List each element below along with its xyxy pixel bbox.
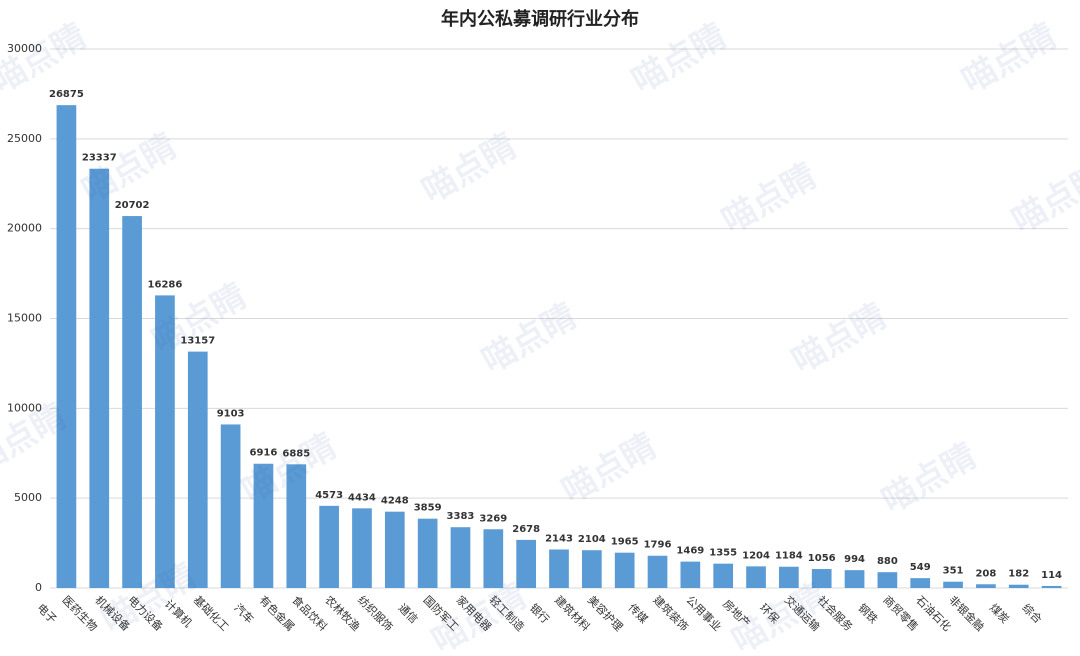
- x-tick-label: 电子: [34, 601, 59, 626]
- value-label: 9103: [217, 408, 245, 419]
- value-label: 2678: [512, 524, 540, 535]
- bar: [483, 529, 504, 588]
- y-tick-label: 10000: [7, 401, 42, 414]
- value-label: 20702: [115, 200, 150, 211]
- value-label: 4573: [315, 490, 343, 501]
- x-tick-label: 煤炭: [987, 601, 1012, 626]
- value-label: 1796: [644, 540, 672, 551]
- x-tick-label: 商贸零售: [880, 593, 921, 634]
- value-label: 351: [943, 566, 964, 577]
- x-tick-label: 食品饮料: [289, 593, 330, 634]
- y-tick-label: 25000: [7, 132, 42, 145]
- x-tick-label: 传媒: [625, 601, 650, 626]
- value-label: 114: [1041, 570, 1062, 581]
- watermark: 喵点睛: [475, 296, 583, 382]
- bar: [220, 424, 241, 588]
- y-tick-label: 15000: [7, 312, 42, 325]
- x-tick-label: 公用事业: [683, 593, 723, 633]
- watermark: 喵点睛: [875, 436, 983, 522]
- bar: [1008, 584, 1029, 588]
- bar: [910, 578, 931, 588]
- bar: [549, 549, 569, 588]
- x-tick-label: 农林牧渔: [322, 593, 363, 634]
- y-tick-label: 20000: [7, 222, 42, 235]
- x-tick-label: 建筑材料: [552, 593, 593, 634]
- bar: [122, 216, 142, 588]
- x-tick-label: 综合: [1020, 601, 1045, 626]
- y-tick-label: 0: [35, 581, 42, 594]
- bar: [647, 555, 668, 588]
- value-label: 2143: [545, 533, 573, 544]
- bar: [746, 566, 766, 588]
- value-label: 26875: [49, 89, 84, 100]
- watermark: 喵点睛: [625, 16, 733, 102]
- value-label: 1355: [709, 548, 737, 559]
- value-label: 2104: [578, 534, 606, 545]
- x-tick-label: 石油石化: [913, 593, 954, 634]
- x-tick-label: 通信: [396, 601, 421, 626]
- value-label: 1184: [775, 551, 803, 562]
- bar: [352, 508, 372, 588]
- x-tick-label: 汽车: [231, 601, 256, 626]
- y-tick-label: 30000: [7, 42, 42, 55]
- bar: [844, 570, 865, 588]
- value-label: 3383: [447, 511, 475, 522]
- bar: [614, 552, 635, 588]
- watermark: 喵点睛: [785, 296, 893, 382]
- bar: [811, 569, 832, 588]
- value-label: 549: [910, 562, 931, 573]
- bar: [417, 518, 438, 588]
- value-label: 6885: [282, 448, 310, 459]
- value-label: 1469: [676, 546, 704, 557]
- value-label: 23337: [82, 153, 117, 164]
- value-label: 3269: [479, 513, 507, 524]
- bar: [187, 351, 208, 588]
- x-tick-label: 医药生物: [59, 593, 100, 634]
- value-label: 208: [975, 568, 996, 579]
- chart-title: 年内公私募调研行业分布: [441, 8, 639, 30]
- value-label: 1056: [808, 553, 836, 564]
- value-label: 994: [844, 554, 865, 565]
- x-tick-label: 钢铁: [855, 601, 880, 626]
- x-tick-label: 非银金融: [946, 593, 987, 634]
- value-label: 1204: [742, 550, 770, 561]
- x-tick-label: 银行: [527, 601, 552, 626]
- watermark: 喵点睛: [555, 426, 663, 512]
- x-tick-label: 美容护理: [585, 593, 626, 634]
- bar: [286, 464, 307, 588]
- bar: [89, 168, 110, 588]
- value-label: 3859: [414, 503, 442, 514]
- x-tick-label: 建筑装饰: [651, 593, 692, 634]
- bar: [680, 561, 701, 588]
- bar: [319, 505, 339, 588]
- x-tick-label: 基础化工: [191, 593, 232, 634]
- bar: [779, 566, 799, 588]
- value-label: 16286: [148, 279, 183, 290]
- bar: [976, 584, 996, 588]
- value-label: 182: [1008, 569, 1029, 580]
- watermark: 喵点睛: [955, 16, 1063, 102]
- bar: [581, 550, 602, 588]
- x-tick-label: 纺织服饰: [355, 593, 396, 634]
- value-label: 4248: [381, 496, 409, 507]
- value-label: 6916: [250, 448, 278, 459]
- bar: [56, 105, 77, 588]
- bar: [155, 295, 175, 588]
- bar: [713, 563, 734, 588]
- watermark: 喵点睛: [95, 556, 203, 642]
- y-tick-label: 5000: [14, 491, 42, 504]
- bar: [943, 581, 963, 588]
- value-label: 880: [877, 556, 898, 567]
- bar: [877, 572, 898, 588]
- bar: [253, 463, 274, 588]
- bar: [1041, 585, 1062, 588]
- bar: [450, 527, 471, 588]
- value-label: 13157: [180, 336, 215, 347]
- x-tick-label: 有色金属: [256, 593, 297, 634]
- bar: [516, 539, 537, 588]
- bar: [384, 511, 405, 588]
- value-label: 1965: [611, 537, 639, 548]
- value-label: 4434: [348, 492, 376, 503]
